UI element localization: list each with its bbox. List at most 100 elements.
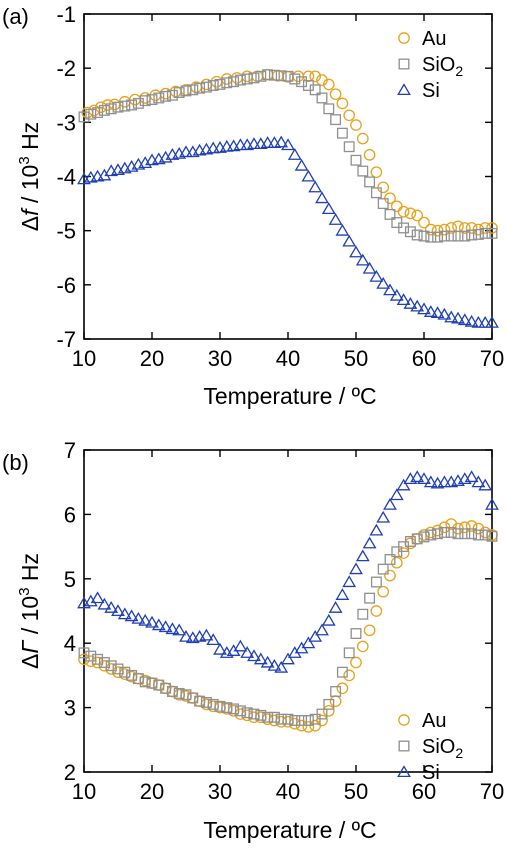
data-point bbox=[343, 109, 356, 122]
data-point bbox=[471, 315, 486, 328]
data-point bbox=[357, 608, 369, 620]
data-point bbox=[466, 528, 478, 540]
data-point bbox=[240, 646, 255, 658]
data-point bbox=[78, 111, 90, 123]
x-axis-label: Temperature / ºC bbox=[203, 817, 376, 843]
data-point bbox=[457, 313, 472, 326]
data-point bbox=[355, 253, 370, 266]
data-point bbox=[126, 99, 138, 111]
data-point bbox=[289, 715, 301, 726]
data-point bbox=[322, 704, 335, 717]
data-point bbox=[91, 656, 104, 669]
data-point bbox=[363, 148, 376, 161]
data-point bbox=[370, 166, 383, 179]
data-point bbox=[119, 666, 131, 678]
data-point bbox=[350, 628, 362, 639]
data-point bbox=[478, 315, 493, 328]
data-point bbox=[396, 478, 411, 491]
data-point bbox=[281, 652, 295, 665]
series-sio2 bbox=[78, 69, 498, 243]
y-tick-label: -6 bbox=[56, 273, 76, 298]
data-point bbox=[194, 695, 206, 707]
data-point bbox=[153, 679, 165, 691]
data-point bbox=[458, 521, 471, 534]
data-point bbox=[309, 70, 322, 83]
data-point bbox=[98, 659, 111, 672]
data-point bbox=[302, 715, 314, 726]
data-point bbox=[472, 229, 484, 240]
data-point bbox=[241, 707, 253, 719]
data-point bbox=[228, 76, 240, 88]
x-tick-label: 20 bbox=[140, 346, 164, 371]
data-point bbox=[267, 658, 282, 671]
data-point bbox=[376, 510, 391, 523]
data-point bbox=[445, 526, 457, 538]
data-point bbox=[186, 692, 199, 704]
data-point bbox=[207, 698, 219, 710]
data-point bbox=[248, 72, 260, 84]
series-si bbox=[77, 470, 499, 673]
y-tick-label: 2 bbox=[64, 760, 76, 785]
data-point bbox=[445, 222, 458, 234]
data-point bbox=[247, 137, 261, 150]
data-point bbox=[323, 698, 335, 710]
data-point bbox=[301, 636, 316, 649]
x-tick-label: 60 bbox=[412, 346, 436, 371]
data-point bbox=[301, 169, 316, 182]
data-point bbox=[124, 609, 139, 622]
data-point bbox=[383, 283, 397, 296]
data-point bbox=[207, 80, 219, 91]
data-point bbox=[471, 475, 486, 488]
data-point bbox=[485, 497, 499, 510]
data-point bbox=[390, 556, 403, 569]
data-point bbox=[255, 70, 267, 82]
data-point bbox=[363, 624, 376, 637]
data-point bbox=[85, 650, 97, 662]
data-point bbox=[165, 622, 180, 635]
data-point bbox=[330, 114, 342, 126]
data-point bbox=[132, 97, 144, 109]
x-axis-label: Temperature / ºC bbox=[203, 383, 376, 409]
data-point bbox=[459, 528, 471, 540]
data-point bbox=[309, 84, 321, 96]
data-point bbox=[432, 528, 444, 540]
data-point bbox=[486, 530, 498, 542]
legend-marker bbox=[398, 714, 410, 726]
data-point bbox=[465, 520, 478, 532]
data-point bbox=[131, 611, 146, 624]
data-point bbox=[302, 721, 315, 733]
chart-panel-a: (a) 10 20 30 40 50 60 70 -7 -6 -5 -4 -3 -2 -1 Temperatu… bbox=[2, 2, 504, 409]
data-point bbox=[287, 148, 302, 160]
data-point bbox=[90, 591, 105, 604]
data-point bbox=[464, 470, 479, 483]
data-point bbox=[166, 685, 179, 698]
data-point bbox=[233, 138, 248, 151]
data-point bbox=[411, 229, 423, 241]
data-point bbox=[404, 535, 416, 547]
data-point bbox=[255, 709, 267, 721]
data-point bbox=[234, 74, 246, 86]
data-point bbox=[308, 629, 323, 642]
data-point bbox=[282, 70, 294, 82]
data-point bbox=[343, 647, 355, 659]
data-point bbox=[466, 229, 478, 241]
data-point bbox=[410, 299, 425, 312]
data-point bbox=[179, 629, 193, 642]
data-point bbox=[328, 600, 343, 613]
data-point bbox=[459, 230, 471, 242]
y-tick-label: -7 bbox=[56, 327, 76, 352]
data-point bbox=[139, 676, 151, 688]
data-point bbox=[397, 205, 410, 218]
data-point bbox=[364, 592, 376, 604]
data-point bbox=[424, 223, 437, 236]
data-point bbox=[308, 180, 323, 193]
data-point bbox=[369, 523, 384, 536]
data-point bbox=[172, 623, 187, 636]
data-point bbox=[479, 529, 491, 541]
x-tick-label: 10 bbox=[72, 779, 96, 804]
y-tick-label: -3 bbox=[56, 110, 76, 135]
legend-marker bbox=[398, 58, 410, 70]
data-point bbox=[418, 531, 430, 543]
y-tick-label: 6 bbox=[64, 502, 76, 527]
data-point bbox=[336, 666, 348, 678]
